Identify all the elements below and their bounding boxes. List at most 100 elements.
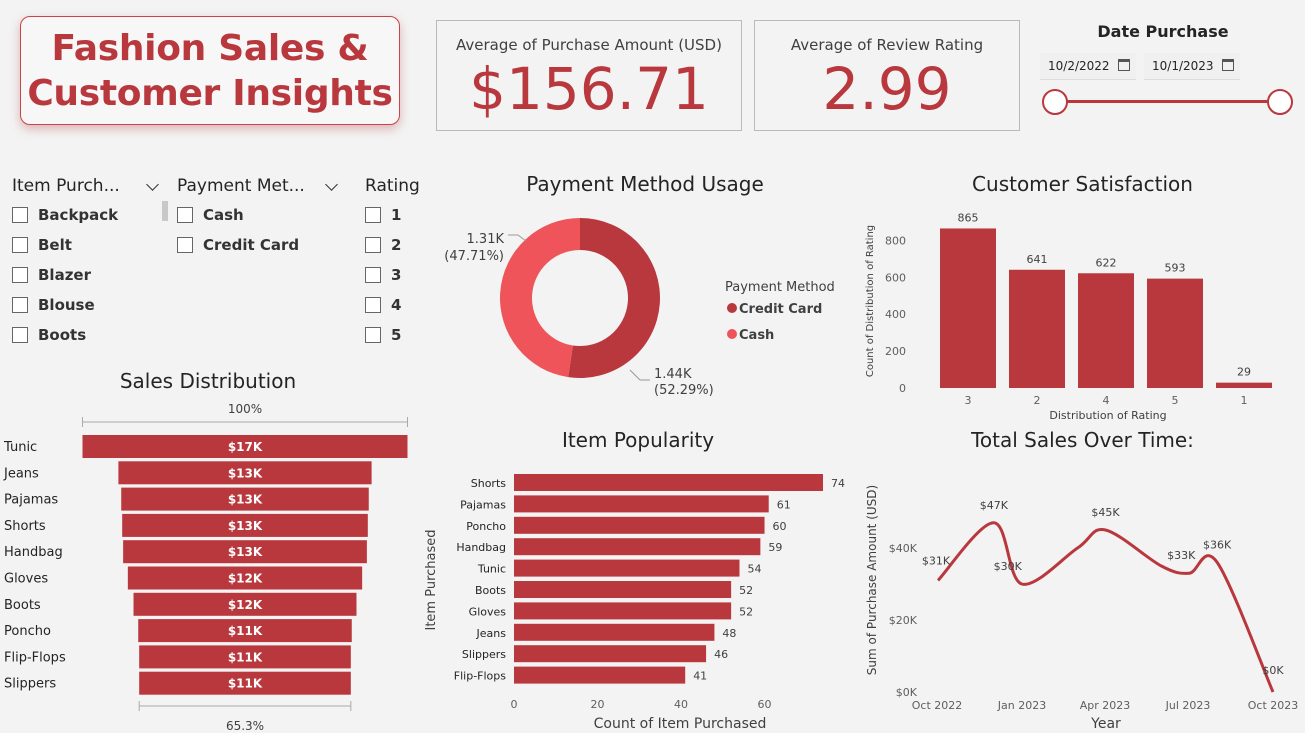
y-tick-label: 400 — [885, 308, 906, 321]
legend-marker — [727, 303, 737, 313]
funnel-bar — [139, 671, 351, 695]
slicer-option-item[interactable]: Blazer — [12, 260, 118, 290]
sales-funnel-chart: 100% $17K Tunic $13K Jeans $13K Pajamas $13K Sho… — [3, 402, 408, 733]
bar — [514, 495, 769, 513]
satisfaction-bar-chart: 0 200 400 600 800 865 3 641 2 622 4 593 5 29 1 Distribu… — [865, 211, 1272, 422]
donut-label-value: 1.31K — [467, 232, 505, 247]
slicer-option-item[interactable]: Belt — [12, 230, 118, 260]
slicer-option-item[interactable]: Blouse — [12, 290, 118, 320]
calendar-icon[interactable] — [1118, 59, 1130, 71]
funnel-category-label: Gloves — [4, 572, 48, 587]
checkbox[interactable] — [12, 237, 28, 253]
date-filter-title: Date Purchase — [1097, 22, 1229, 41]
funnel-bar — [133, 592, 357, 616]
y-axis-title: Count of Distribution of Rating — [865, 225, 876, 377]
checkbox[interactable] — [365, 267, 381, 283]
date-range-slider-track[interactable] — [1060, 100, 1276, 103]
bar — [1216, 382, 1272, 388]
data-label: $30K — [994, 560, 1023, 573]
funnel-category-label: Pajamas — [4, 493, 58, 508]
y-tick-label: Handbag — [456, 541, 506, 554]
x-tick-label: 20 — [591, 698, 605, 711]
funnel-data-label: $12K — [228, 598, 263, 612]
slicer-list-rating: 1 2 3 4 5 — [365, 200, 401, 350]
x-axis-title: Year — [1090, 716, 1121, 732]
y-axis-title: Sum of Purchase Amount (USD) — [865, 485, 879, 675]
kpi-card-avg-purchase: Average of Purchase Amount (USD) $156.71 — [436, 20, 742, 131]
funnel-category-label: Tunic — [3, 440, 37, 455]
slicer-option-rating[interactable]: 3 — [365, 260, 401, 290]
slicer-option-rating[interactable]: 2 — [365, 230, 401, 260]
chart-title-funnel: Sales Distribution — [119, 369, 297, 393]
data-label: $33K — [1167, 549, 1196, 562]
slicer-option-rating[interactable]: 5 — [365, 320, 401, 350]
slicer-option-item[interactable]: Boots — [12, 320, 118, 350]
y-tick-label: Flip-Flops — [454, 670, 506, 683]
checkbox[interactable] — [12, 207, 28, 223]
funnel-data-label: $13K — [228, 466, 263, 480]
funnel-data-label: $13K — [228, 493, 263, 507]
funnel-data-label: $11K — [228, 650, 263, 664]
funnel-bar — [139, 645, 351, 669]
funnel-category-label: Handbag — [4, 545, 63, 560]
donut-leader-line — [629, 369, 650, 381]
slicer-scrollbar[interactable] — [162, 201, 168, 221]
funnel-data-label: $17K — [228, 440, 263, 454]
checkbox[interactable] — [177, 237, 193, 253]
funnel-category-label: Flip-Flops — [4, 650, 66, 665]
bar — [514, 559, 740, 577]
data-label: 54 — [747, 563, 761, 576]
sales-line-chart: $0K$20K$40K$31K$47K$30K$45K$33K$36K$0KOc… — [865, 485, 1299, 732]
date-range-end-handle[interactable] — [1267, 89, 1293, 115]
checkbox[interactable] — [365, 327, 381, 343]
date-start-input[interactable]: 10/2/2022 — [1040, 53, 1136, 80]
chevron-down-icon[interactable] — [325, 178, 338, 191]
calendar-icon[interactable] — [1222, 59, 1234, 71]
x-tick-label: 3 — [965, 394, 972, 407]
x-axis-title: Distribution of Rating — [1049, 409, 1166, 422]
checkbox[interactable] — [12, 327, 28, 343]
chevron-down-icon[interactable] — [146, 178, 159, 191]
checkbox[interactable] — [12, 267, 28, 283]
date-range-start-handle[interactable] — [1042, 89, 1068, 115]
data-label: $47K — [980, 499, 1009, 512]
data-label: 48 — [722, 627, 736, 640]
dashboard-title-line2: Customer Insights — [27, 72, 393, 114]
bar — [514, 538, 761, 556]
slicer-option-payment[interactable]: Credit Card — [177, 230, 299, 260]
slicer-title-payment: Payment Met... — [177, 176, 305, 196]
slicer-option-item[interactable]: Backpack — [12, 200, 118, 230]
y-tick-label: Gloves — [469, 605, 507, 618]
chart-title-payment: Payment Method Usage — [526, 172, 764, 196]
y-tick-label: Pajamas — [460, 498, 506, 511]
bar — [514, 474, 823, 491]
data-label: 29 — [1237, 366, 1251, 379]
chart-title-sales-time: Total Sales Over Time: — [971, 428, 1194, 452]
data-label: $0K — [1262, 664, 1284, 677]
x-tick-label: Oct 2023 — [1248, 699, 1299, 712]
payment-donut-chart: 1.44K(52.29%) 1.31K (47.71%) Payment Method… — [444, 218, 835, 398]
y-tick-label: $20K — [889, 614, 918, 627]
checkbox[interactable] — [365, 207, 381, 223]
slicer-option-rating[interactable]: 1 — [365, 200, 401, 230]
legend-entry: Cash — [739, 328, 774, 343]
funnel-bar — [122, 513, 368, 537]
date-end-input[interactable]: 10/1/2023 — [1144, 53, 1240, 80]
date-end-value: 10/1/2023 — [1152, 59, 1214, 73]
bar — [1009, 269, 1065, 388]
funnel-data-label: $11K — [228, 624, 263, 638]
checkbox[interactable] — [177, 207, 193, 223]
slicer-option-payment[interactable]: Cash — [177, 200, 299, 230]
checkbox[interactable] — [12, 297, 28, 313]
kpi-card-avg-rating: Average of Review Rating 2.99 — [754, 20, 1020, 131]
x-axis-title: Count of Item Purchased — [594, 716, 767, 732]
bar — [1078, 273, 1134, 388]
checkbox[interactable] — [365, 297, 381, 313]
bar — [514, 645, 707, 663]
funnel-category-label: Boots — [4, 598, 41, 613]
slicer-option-rating[interactable]: 4 — [365, 290, 401, 320]
slicer-title-rating: Rating — [365, 176, 420, 196]
funnel-category-label: Slippers — [4, 677, 56, 692]
kpi-value-avg-purchase: $156.71 — [469, 55, 709, 123]
checkbox[interactable] — [365, 237, 381, 253]
